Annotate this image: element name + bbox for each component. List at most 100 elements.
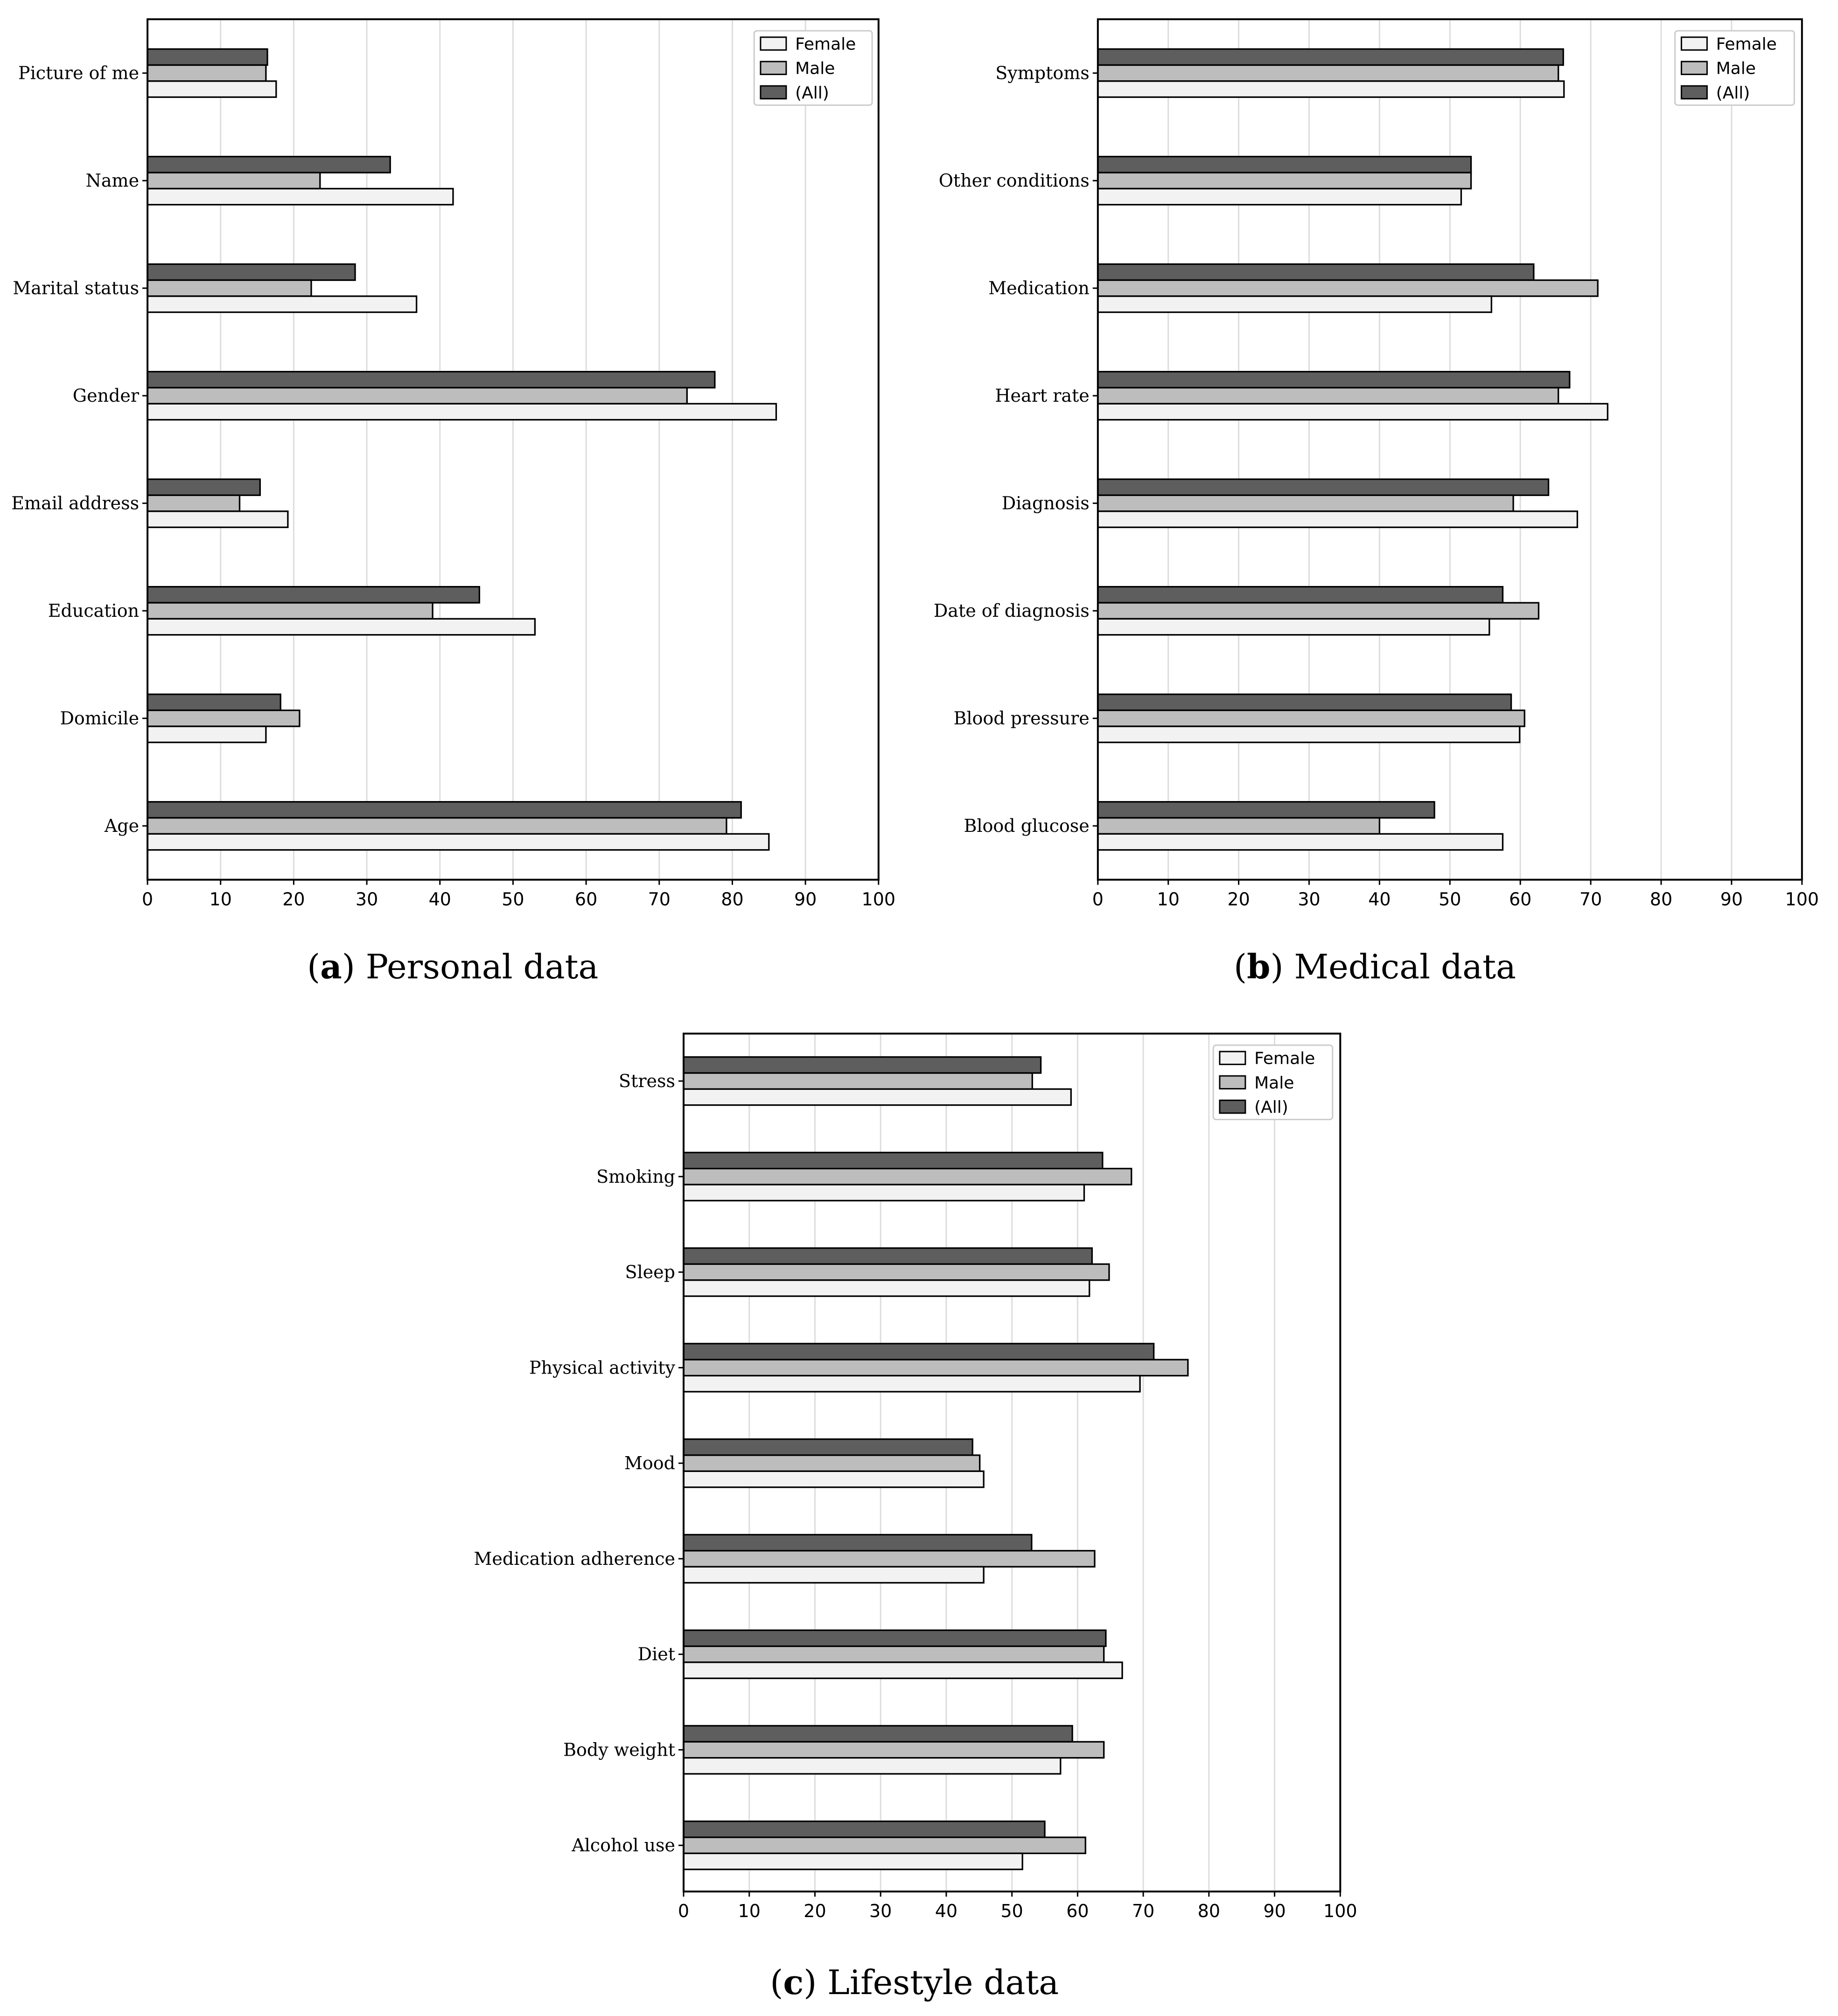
category-label: Age — [104, 816, 139, 836]
category-label: Medication — [988, 278, 1090, 299]
bar-all — [1097, 693, 1512, 712]
bar-female — [683, 1661, 1123, 1679]
x-tick-label: 100 — [1323, 1901, 1357, 1921]
plot-frame — [683, 1032, 1342, 1893]
x-tick-label: 50 — [1000, 1901, 1023, 1921]
category-label: Medication adherence — [474, 1549, 675, 1569]
x-tick-label: 90 — [1263, 1901, 1286, 1921]
bar-female — [1097, 510, 1579, 528]
bar-all — [1097, 586, 1504, 604]
category-label: Marital status — [13, 278, 139, 299]
x-tick-label: 60 — [1509, 889, 1531, 910]
panel-caption: (b) Medical data — [1234, 947, 1516, 986]
x-tick-label: 30 — [1298, 889, 1320, 910]
bar-female — [683, 1374, 1141, 1393]
category-label: Domicile — [60, 708, 139, 729]
bar-male — [1097, 279, 1599, 297]
bar-female — [1097, 618, 1490, 636]
legend-label: Male — [1254, 1074, 1294, 1093]
bar-all — [683, 1343, 1155, 1360]
category-label: Symptoms — [995, 63, 1090, 84]
bar-all — [683, 1438, 973, 1456]
x-tick-label: 10 — [738, 1901, 761, 1921]
bar-female — [683, 1088, 1072, 1106]
bar-male — [1097, 494, 1514, 512]
x-tick-label: 40 — [1368, 889, 1391, 910]
legend-label: Female — [1716, 35, 1777, 54]
x-tick-label: 50 — [502, 889, 524, 910]
category-label: Sleep — [625, 1262, 676, 1283]
bar-all — [147, 586, 481, 604]
plot-frame — [147, 18, 880, 881]
bar-male — [147, 387, 688, 405]
category-label: Date of diagnosis — [934, 600, 1090, 621]
bar-female — [683, 1566, 985, 1584]
x-tick-label: 0 — [678, 1901, 689, 1921]
legend-label: (All) — [1716, 84, 1750, 103]
bar-all — [683, 1247, 1093, 1265]
legend-label: (All) — [1254, 1098, 1288, 1117]
bar-male — [147, 709, 301, 727]
bar-male — [1097, 172, 1472, 189]
bar-male — [1097, 817, 1381, 835]
legend-swatch — [760, 36, 787, 51]
bar-male — [1097, 387, 1559, 405]
x-tick-label: 80 — [1650, 889, 1672, 910]
category-label: Mood — [624, 1453, 675, 1473]
plot-frame — [1097, 18, 1803, 881]
panel-medical-data: Symptoms Other conditions Medication Heart … — [934, 18, 1819, 986]
legend-swatch — [1219, 1051, 1246, 1065]
x-tick-label: 20 — [804, 1901, 826, 1921]
x-tick-label: 0 — [1092, 889, 1104, 910]
panel-lifestyle-data: Stress Smoking Sleep Physical activity Mood M… — [474, 1032, 1357, 2002]
bar-all — [147, 478, 261, 496]
category-label: Body weight — [563, 1739, 675, 1760]
bar-all — [1097, 263, 1535, 281]
category-label: Name — [86, 170, 139, 191]
bar-male — [147, 279, 312, 297]
bar-female — [147, 295, 418, 313]
category-label: Education — [48, 600, 139, 621]
bar-female — [147, 618, 536, 636]
category-label: Other conditions — [939, 170, 1090, 191]
category-label: Email address — [11, 493, 139, 514]
category-label: Diagnosis — [1002, 493, 1090, 514]
bar-male — [683, 1263, 1110, 1281]
bar-male — [147, 494, 241, 512]
bar-female — [1097, 295, 1492, 313]
legend-swatch — [1219, 1075, 1246, 1090]
bar-all — [683, 1534, 1033, 1552]
category-label: Picture of me — [18, 63, 139, 84]
legend-swatch — [1680, 61, 1708, 75]
bar-female — [683, 1279, 1090, 1297]
x-tick-label: 10 — [210, 889, 232, 910]
bar-all — [1097, 801, 1435, 819]
bar-male — [683, 1645, 1105, 1663]
x-tick-label: 100 — [862, 889, 896, 910]
category-label: Stress — [619, 1071, 675, 1091]
bar-all — [1097, 370, 1571, 389]
bar-female — [683, 1852, 1023, 1870]
bar-all — [683, 1056, 1042, 1074]
bar-female — [147, 188, 454, 206]
bar-all — [147, 263, 356, 281]
x-tick-label: 80 — [721, 889, 743, 910]
x-tick-label: 60 — [1066, 1901, 1089, 1921]
x-tick-label: 0 — [142, 889, 153, 910]
legend-label: Female — [795, 35, 856, 54]
bar-male — [683, 1550, 1096, 1568]
category-label: Diet — [638, 1644, 675, 1665]
bar-male — [683, 1072, 1033, 1090]
bar-male — [147, 64, 267, 82]
bar-female — [147, 833, 770, 851]
x-tick-label: 10 — [1157, 889, 1180, 910]
x-tick-label: 100 — [1785, 889, 1819, 910]
bar-all — [1097, 478, 1550, 496]
legend-swatch — [760, 61, 787, 75]
bar-male — [147, 817, 727, 835]
category-label: Smoking — [596, 1166, 675, 1187]
bar-female — [1097, 80, 1565, 98]
bar-all — [1097, 48, 1564, 66]
x-tick-label: 20 — [282, 889, 305, 910]
bar-female — [1097, 725, 1521, 743]
